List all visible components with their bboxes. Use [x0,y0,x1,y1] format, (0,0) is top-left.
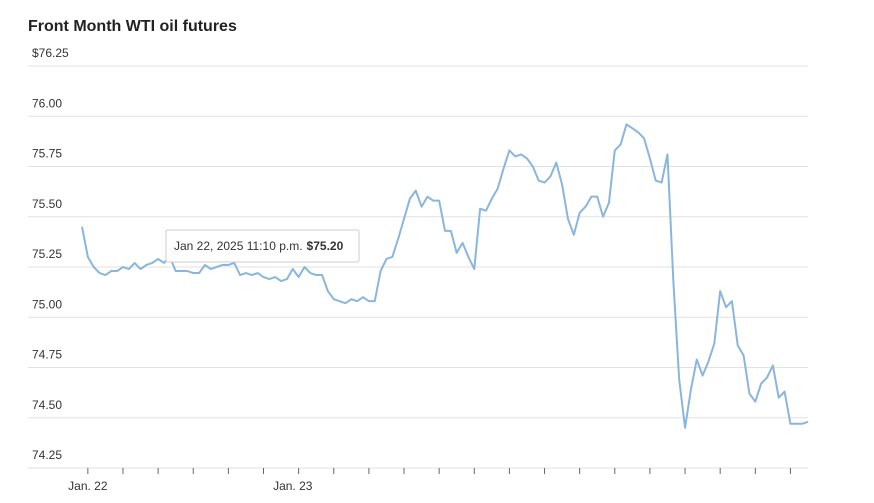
y-tick-label: 75.75 [32,147,62,161]
y-tick-label: 75.25 [32,247,62,261]
y-tick-label: $76.25 [32,46,69,60]
y-tick-label: 74.25 [32,448,62,462]
tooltip: Jan 22, 2025 11:10 p.m. $75.20 [165,229,360,263]
y-tick-label: 74.75 [32,348,62,362]
x-tick-label: Jan. 23 [273,479,313,493]
x-tick-label: Jan. 22 [68,479,108,493]
y-tick-label: 74.50 [32,398,62,412]
y-tick-label: 75.50 [32,197,62,211]
chart-title: Front Month WTI oil futures [28,18,237,35]
tooltip-date: Jan 22, 2025 11:10 p.m. [174,239,303,253]
tooltip-box [165,229,360,263]
y-tick-label: 76.00 [32,96,62,110]
tooltip-text: Jan 22, 2025 11:10 p.m. $75.20 [174,239,344,253]
y-tick-label: 75.00 [32,297,62,311]
tooltip-price: $75.20 [307,239,344,253]
line [81,123,809,429]
